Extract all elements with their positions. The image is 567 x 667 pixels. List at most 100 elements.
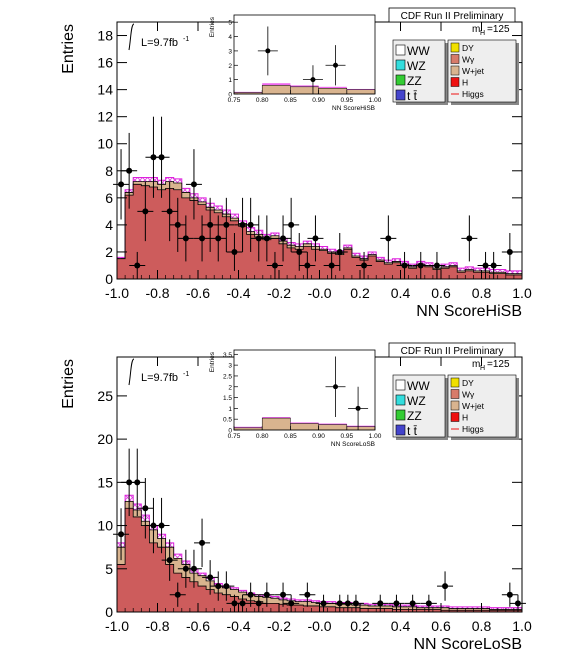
- luminosity-label: L=9.7fb: [141, 37, 178, 49]
- inset-background-bar: [346, 426, 376, 431]
- inset-x-tick-label: 1.00: [369, 433, 382, 440]
- data-point: [336, 248, 343, 255]
- data-point: [263, 235, 270, 242]
- legend-label: WZ: [407, 59, 426, 73]
- legend-swatch: [450, 42, 460, 53]
- x-tick-label: -1.0: [105, 618, 129, 634]
- data-point: [385, 235, 392, 242]
- inset-x-tick-label: 0.75: [228, 433, 241, 440]
- data-point: [190, 565, 197, 572]
- inset-background-bar: [290, 423, 319, 431]
- data-point: [514, 600, 521, 607]
- y-tick-label: 5: [105, 561, 113, 577]
- data-point: [231, 600, 238, 607]
- data-point: [223, 583, 230, 590]
- integral-sign: [128, 358, 135, 386]
- mass-value: =125: [487, 24, 510, 35]
- x-tick-label: -1.0: [105, 285, 129, 301]
- title-box: [388, 7, 516, 23]
- data-point: [377, 600, 384, 607]
- data-point: [247, 221, 254, 228]
- luminosity-exponent: -1: [183, 36, 189, 43]
- inset-background: [234, 350, 375, 430]
- data-point: [433, 262, 440, 269]
- legend-label: H: [462, 78, 468, 88]
- y-tick-label: 20: [97, 431, 113, 447]
- x-tick-label: -0.0: [307, 618, 331, 634]
- legend-swatch: [450, 377, 460, 388]
- mass-value: =125: [487, 359, 510, 370]
- legend-swatch: [450, 54, 460, 64]
- data-point: [166, 208, 173, 215]
- data-point: [158, 522, 165, 529]
- data-point: [393, 600, 400, 607]
- y-axis-label: Entries: [60, 359, 77, 409]
- inset-background-bar: [290, 86, 319, 95]
- inset-y-tick-label: 3.5: [223, 352, 232, 359]
- legend-swatch: [450, 77, 460, 87]
- y-tick-label: 6: [105, 190, 113, 206]
- data-point: [409, 600, 416, 607]
- x-tick-label: -0.8: [145, 618, 169, 634]
- inset-x-tick-label: 1.00: [369, 97, 382, 104]
- data-point: [466, 235, 473, 242]
- x-tick-label: -0.6: [186, 285, 210, 301]
- data-point: [320, 600, 327, 607]
- chart-title: CDF Run II Preliminary: [401, 346, 504, 357]
- data-point: [288, 221, 295, 228]
- legend-box-right: [447, 374, 517, 438]
- data-point: [158, 154, 165, 161]
- data-point: [296, 248, 303, 255]
- legend-label: Higgs: [462, 89, 484, 99]
- inset-y-tick-label: 1: [228, 406, 232, 413]
- data-point: [288, 600, 295, 607]
- inset-x-tick-label: 0.75: [228, 97, 241, 104]
- data-point: [223, 221, 230, 228]
- legend-label: Higgs: [462, 424, 484, 434]
- legend-label: WZ: [407, 394, 426, 408]
- legend-swatch: [395, 394, 406, 406]
- x-tick-label: 1.0: [512, 618, 532, 634]
- data-point: [280, 591, 287, 598]
- inset-frame: [233, 14, 376, 95]
- inset-y-tick-label: 3: [228, 363, 232, 370]
- data-point: [304, 591, 311, 598]
- data-point: [118, 181, 125, 188]
- data-point: [142, 505, 149, 512]
- data-point: [215, 235, 222, 242]
- y-tick-label: 18: [97, 28, 113, 44]
- inset-background-bar: [318, 424, 348, 431]
- legend-swatch: [450, 400, 460, 411]
- y-tick-label: 10: [97, 136, 113, 152]
- inset-x-tick-label: 0.90: [312, 97, 325, 104]
- legend-label: W+jet: [462, 401, 485, 411]
- inset-frame: [233, 349, 376, 431]
- legend-label: WW: [407, 44, 430, 58]
- inset-x-tick-label: 0.80: [256, 433, 269, 440]
- data-point: [239, 221, 246, 228]
- inset-x-tick-label: 0.95: [340, 97, 353, 104]
- inset-background-bar: [261, 85, 291, 95]
- chart-panel-1: -1.0 -0.8 -0.6 -0.4 -0.2 -0.0 0.2 0.4 0.6 0.8 1.00…: [60, 7, 532, 320]
- data-point: [166, 557, 173, 564]
- y-axis-label: Entries: [60, 24, 77, 74]
- inset-y-tick-label: 1: [228, 77, 232, 84]
- inset-background-bar: [261, 417, 291, 431]
- data-point: [174, 221, 181, 228]
- inset-background: [234, 15, 375, 94]
- inset-x-tick-label: 0.85: [284, 97, 297, 104]
- data-point: [304, 262, 311, 269]
- x-tick-label: 0.2: [350, 285, 370, 301]
- data-point: [271, 262, 278, 269]
- y-tick-label: 8: [105, 163, 113, 179]
- data-point: [255, 600, 262, 607]
- data-point: [231, 248, 238, 255]
- inset-y-tick-label: 3: [228, 48, 232, 55]
- data-point: [215, 583, 222, 590]
- integral-sign: [128, 23, 135, 51]
- inset-background-bar: [346, 89, 376, 95]
- legend-swatch: [395, 44, 406, 56]
- inset-data-point: [310, 77, 316, 83]
- legend-label: W+jet: [462, 66, 485, 76]
